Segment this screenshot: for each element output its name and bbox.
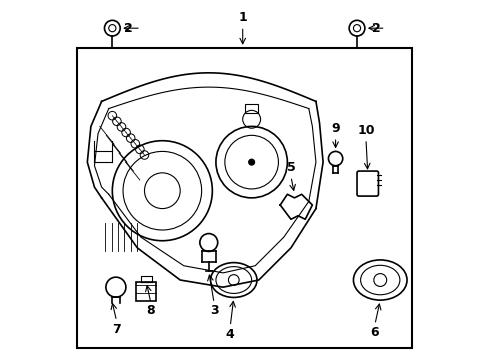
Text: 4: 4 bbox=[225, 328, 234, 341]
Circle shape bbox=[248, 159, 254, 165]
Text: 7: 7 bbox=[112, 323, 121, 336]
Text: 2: 2 bbox=[371, 22, 380, 35]
Text: 2: 2 bbox=[124, 22, 133, 35]
Text: 10: 10 bbox=[356, 124, 374, 137]
Text: 9: 9 bbox=[330, 122, 339, 135]
Text: 8: 8 bbox=[146, 304, 155, 317]
Text: 3: 3 bbox=[209, 304, 218, 317]
Text: 6: 6 bbox=[370, 327, 378, 339]
Bar bbox=[77, 48, 411, 348]
Text: 5: 5 bbox=[286, 161, 295, 174]
Text: 1: 1 bbox=[238, 11, 246, 24]
